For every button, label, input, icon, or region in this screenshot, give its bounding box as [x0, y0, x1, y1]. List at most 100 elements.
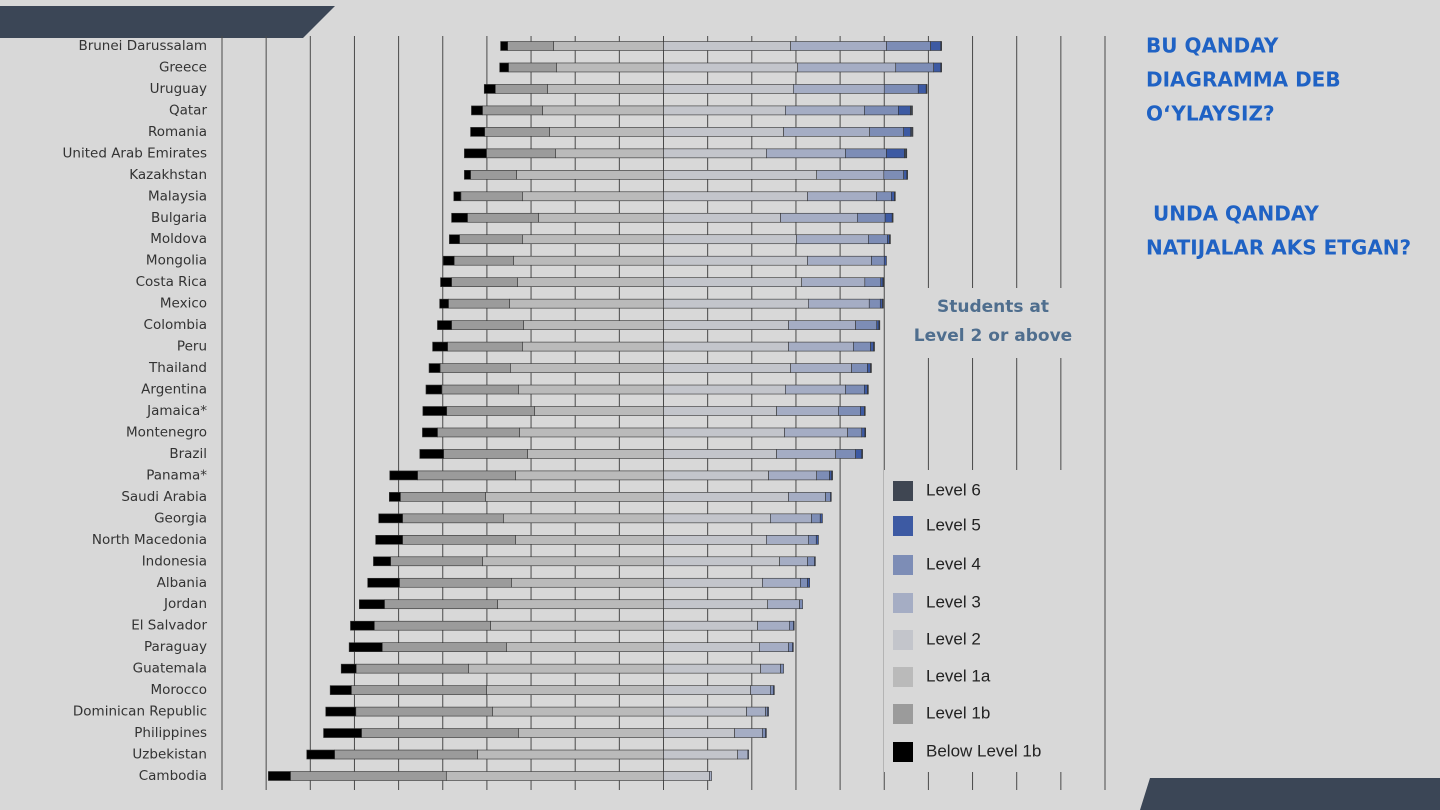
bar-segment: [779, 556, 808, 567]
y-tick-label: United Arab Emirates: [63, 145, 207, 161]
bar-segment: [451, 277, 518, 287]
bar-segment: [663, 41, 791, 51]
bar-segment: [663, 706, 747, 717]
bar-segment: [268, 771, 291, 781]
bar-segment: [819, 513, 823, 524]
bar-segment: [663, 384, 786, 395]
bar-segment: [663, 427, 785, 438]
bar-segment: [759, 642, 789, 652]
bar-segment: [549, 127, 664, 137]
bar-segment: [448, 298, 510, 309]
bar-segment: [425, 384, 443, 395]
bar-segment: [906, 170, 908, 180]
bar-segment: [904, 148, 908, 159]
bar-segment: [889, 234, 891, 245]
bar-segment: [428, 363, 441, 373]
bar-segment: [770, 685, 774, 695]
bar-segment: [773, 685, 775, 695]
bar-segment: [855, 320, 878, 330]
bar-segment: [443, 449, 528, 459]
bar-segment: [522, 234, 664, 245]
y-tick-label: Montenegro: [126, 424, 207, 440]
bar-segment: [663, 84, 794, 94]
legend-label: Level 4: [926, 554, 981, 573]
bar-segment: [788, 492, 826, 502]
corner-band: [1140, 778, 1440, 810]
y-tick-label: Morocco: [150, 682, 207, 698]
bar-segment: [762, 577, 801, 588]
bar-segment: [519, 427, 664, 438]
bar-segment: [325, 706, 357, 717]
bar-segment: [808, 298, 870, 309]
bar-segment: [555, 148, 664, 159]
bar-segment: [451, 320, 524, 330]
legend-label: Level 1b: [926, 703, 990, 722]
bar-segment: [917, 84, 927, 94]
bar-segment: [903, 170, 908, 180]
bar-segment: [477, 749, 664, 760]
bar-segment: [878, 320, 881, 330]
bar-segment: [831, 470, 833, 481]
bar-segment: [663, 320, 789, 330]
bar-segment: [663, 513, 771, 524]
bar-segment: [835, 449, 856, 459]
bar-segment: [663, 535, 767, 545]
bar-segment: [374, 620, 491, 631]
bar-segment: [871, 255, 885, 266]
bar-segment: [482, 556, 664, 567]
annotation-box: [905, 288, 1085, 358]
bar-segment: [864, 406, 866, 416]
bar-segment: [814, 556, 816, 567]
bar-segment: [864, 427, 867, 438]
bar-segment: [882, 277, 885, 287]
bar-segment: [663, 749, 738, 760]
bar-segment: [402, 513, 504, 524]
bar-segment: [663, 470, 769, 481]
bar-segment: [471, 105, 483, 116]
bar-segment: [329, 685, 352, 695]
bar-segment: [869, 127, 904, 137]
bar-segment: [767, 599, 800, 610]
bar-segment: [864, 277, 882, 287]
bar-segment: [737, 749, 749, 760]
bar-segment: [910, 127, 914, 137]
bar-segment: [876, 320, 880, 330]
bar-segment: [790, 363, 852, 373]
bar-segment: [348, 642, 383, 652]
bar-segment: [390, 556, 483, 567]
bar-segment: [534, 406, 664, 416]
bar-segment: [838, 406, 861, 416]
legend-label: Below Level 1b: [926, 741, 1041, 760]
bar-segment: [359, 599, 385, 610]
bar-segment: [766, 148, 846, 159]
bar-segment: [788, 642, 793, 652]
bar-segment: [808, 535, 817, 545]
bar-segment: [860, 406, 865, 416]
legend-swatch: [893, 742, 913, 762]
y-tick-label: North Macedonia: [92, 532, 207, 548]
bar-segment: [882, 298, 884, 309]
bar-segment: [847, 427, 863, 438]
bar-segment: [663, 449, 777, 459]
legend-swatch: [893, 481, 913, 501]
bar-segment: [515, 535, 664, 545]
bar-segment: [511, 577, 664, 588]
y-tick-label: Albania: [157, 575, 207, 591]
bar-segment: [486, 685, 664, 695]
legend-label: Level 3: [926, 592, 981, 611]
bar-segment: [767, 706, 769, 717]
bar-segment: [816, 470, 830, 481]
bar-segment: [783, 127, 870, 137]
y-tick-label: Dominican Republic: [73, 704, 207, 720]
bar-segment: [400, 492, 486, 502]
y-tick-label: Georgia: [154, 510, 207, 526]
bar-segment: [518, 728, 664, 738]
bar-segment: [389, 470, 418, 481]
bar-segment: [509, 298, 664, 309]
bar-segment: [873, 341, 875, 352]
bar-segment: [399, 577, 512, 588]
bar-segment: [886, 41, 931, 51]
bar-segment: [515, 470, 664, 481]
legend-swatch: [893, 630, 913, 650]
